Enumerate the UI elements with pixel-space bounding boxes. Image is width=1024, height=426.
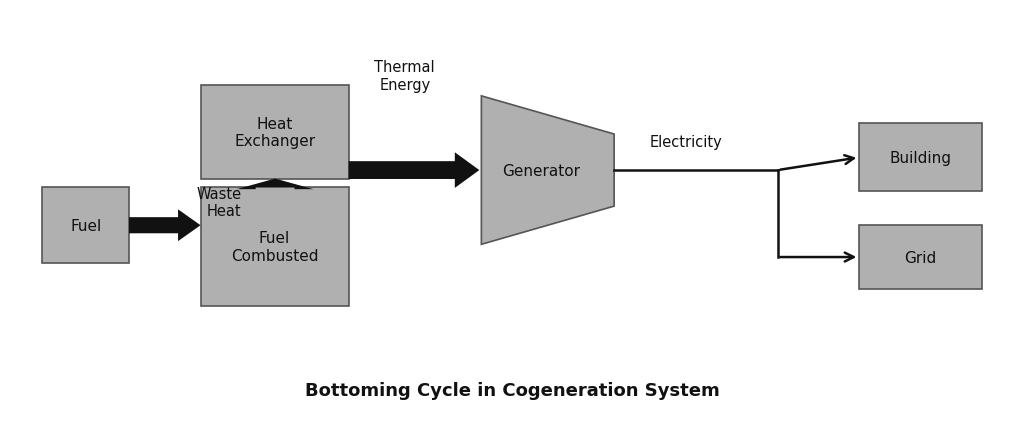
Text: Electricity: Electricity [649, 135, 722, 150]
Text: Fuel: Fuel [70, 218, 101, 233]
Polygon shape [481, 97, 614, 245]
FancyBboxPatch shape [201, 86, 348, 179]
FancyArrow shape [129, 210, 201, 242]
FancyBboxPatch shape [859, 124, 982, 192]
FancyBboxPatch shape [201, 187, 348, 306]
FancyBboxPatch shape [42, 187, 129, 264]
Text: Waste
Heat: Waste Heat [197, 186, 242, 219]
Text: Grid: Grid [904, 250, 937, 265]
Text: Building: Building [890, 150, 951, 165]
FancyBboxPatch shape [859, 226, 982, 289]
Text: Generator: Generator [502, 163, 581, 178]
Text: Heat
Exchanger: Heat Exchanger [234, 116, 315, 149]
FancyArrow shape [348, 153, 479, 188]
Text: Thermal
Energy: Thermal Energy [375, 60, 435, 92]
Text: Bottoming Cycle in Cogeneration System: Bottoming Cycle in Cogeneration System [304, 381, 720, 399]
FancyArrow shape [237, 179, 313, 190]
Text: Fuel
Combusted: Fuel Combusted [230, 231, 318, 263]
